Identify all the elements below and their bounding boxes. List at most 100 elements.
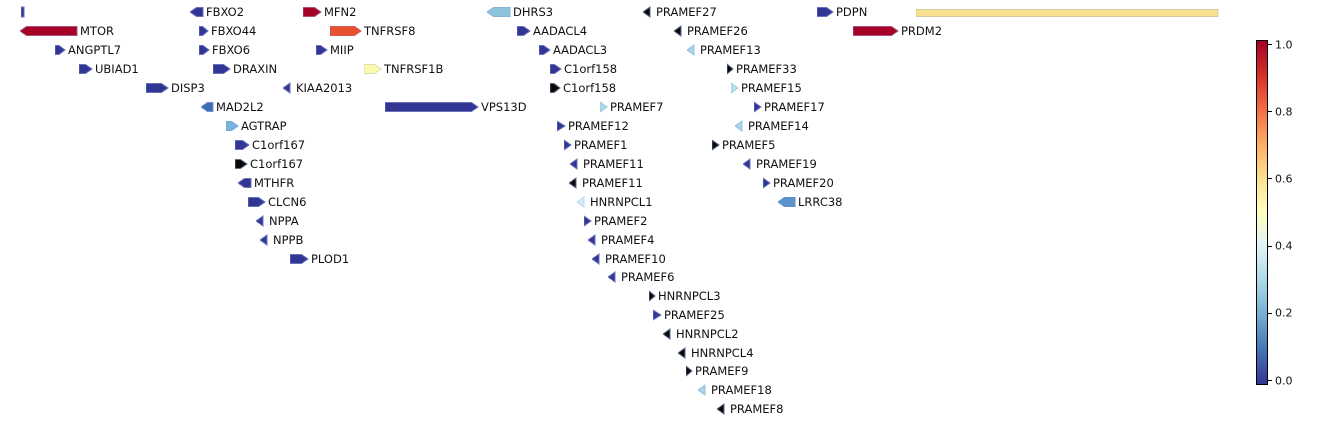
gene-arrow-right-icon [564,139,572,151]
colorbar-tick-label: 0.6 [1275,172,1293,186]
gene-arrow-right-icon [550,83,561,93]
gene-arrow-right-icon [330,26,362,36]
gene-label: PDPN [836,5,868,19]
gene-arrow-right-icon [653,309,662,321]
gene-label: PRAMEF27 [656,5,717,19]
gene-label: KIAA2013 [296,81,353,95]
gene-arrow-left-icon [570,158,578,170]
gene-UBIAD1: UBIAD1 [79,63,139,75]
gene-label: MAD2L2 [216,100,264,114]
gene-label: PRAMEF33 [736,62,797,76]
gene-arrow-left-icon [588,234,596,246]
gene-PRAMEF11: PRAMEF11 [569,177,643,189]
gene-PRAMEF5: PRAMEF5 [712,139,775,151]
gene-DRAXIN: DRAXIN [213,63,277,75]
gene-arrow-right-icon [916,9,1219,17]
gene-label: VPS13D [481,100,527,114]
gene-arrow-right-icon [235,140,250,150]
gene-label: PRAMEF25 [664,308,725,322]
gene-label: FBXO44 [211,24,257,38]
colorbar-tick [1268,245,1272,247]
gene-arrow-left-icon [201,102,214,112]
gene-LRRC38: LRRC38 [778,196,842,208]
gene-HNRNPCL4: HNRNPCL4 [678,347,754,359]
gene-unlabeled [916,7,1219,19]
gene-arrow-right-icon [21,6,25,18]
gene-arrow-right-icon [248,197,266,207]
gene-PLOD1: PLOD1 [290,253,349,265]
gene-label: PRAMEF6 [621,270,675,284]
gene-label: PRAMEF5 [722,138,776,152]
gene-label: NPPA [269,214,299,228]
gene-arrow-right-icon [303,7,322,17]
gene-arrow-right-icon [731,82,739,94]
gene-arrow-left-icon [743,158,751,170]
gene-arrow-left-icon [487,7,511,17]
gene-label: MTOR [80,24,114,38]
gene-C1orf158: C1orf158 [550,82,616,94]
gene-label: PRAMEF12 [568,119,629,133]
gene-label: AADACL3 [553,43,608,57]
gene-label: UBIAD1 [95,62,139,76]
gene-arrow-left-icon [190,7,204,17]
gene-PRAMEF4: PRAMEF4 [588,234,654,246]
gene-label: AADACL4 [533,24,588,38]
gene-label: HNRNPCL3 [658,289,721,303]
gene-arrow-right-icon [763,177,771,189]
gene-label: PLOD1 [311,252,350,266]
gene-PRAMEF25: PRAMEF25 [653,309,725,321]
gene-label: DRAXIN [233,62,278,76]
gene-label: FBXO6 [212,43,251,57]
gene-MAD2L2: MAD2L2 [201,101,264,113]
gene-arrow-left-icon [577,196,585,208]
gene-label: PRAMEF9 [695,364,749,378]
gene-PDPN: PDPN [817,6,867,18]
gene-arrow-right-icon [146,83,169,93]
gene-PRAMEF17: PRAMEF17 [754,101,825,113]
gene-PRAMEF19: PRAMEF19 [743,158,817,170]
gene-arrow-right-icon [199,26,209,36]
gene-PRAMEF7: PRAMEF7 [600,101,663,113]
gene-arrow-left-icon [735,120,743,132]
gene-label: HNRNPCL2 [676,327,739,341]
gene-arrow-right-icon [199,45,210,55]
gene-arrow-right-icon [55,45,66,55]
gene-C1orf158: C1orf158 [550,63,617,75]
gene-C1orf167: C1orf167 [235,158,303,170]
gene-label: C1orf158 [564,62,618,76]
gene-label: PRAMEF4 [601,233,655,247]
gene-label: C1orf158 [563,81,617,95]
colorbar [1256,40,1268,385]
gene-arrow-right-icon [364,64,382,74]
gene-arrow-left-icon [663,328,671,340]
gene-HNRNPCL1: HNRNPCL1 [577,196,653,208]
gene-ANGPTL7: ANGPTL7 [55,44,121,56]
gene-AADACL3: AADACL3 [539,44,607,56]
gene-PRAMEF10: PRAMEF10 [592,253,666,265]
colorbar-tick-label: 1.0 [1275,38,1293,51]
gene-label: PRAMEF10 [605,252,666,266]
colorbar-tick-label: 0.8 [1275,105,1293,119]
gene-label: PRAMEF15 [741,81,802,95]
gene-FBXO44: FBXO44 [199,25,256,37]
gene-label: C1orf167 [252,138,306,152]
gene-arrow-left-icon [674,25,682,37]
gene-label: DHRS3 [513,5,554,19]
gene-arrow-left-icon [608,271,616,283]
gene-arrow-right-icon [754,101,762,113]
gene-label: CLCN6 [268,195,307,209]
colorbar-tick [1268,44,1272,45]
gene-label: PRAMEF2 [594,214,648,228]
gene-PRAMEF20: PRAMEF20 [763,177,834,189]
gene-label: C1orf167 [250,157,304,171]
gene-PRAMEF26: PRAMEF26 [674,25,748,37]
gene-NPPA: NPPA [256,215,299,227]
gene-label: PRAMEF11 [582,176,643,190]
gene-MFN2: MFN2 [303,6,356,18]
gene-label: PRAMEF7 [610,100,664,114]
gene-label: PRAMEF11 [583,157,644,171]
gene-NPPB: NPPB [260,234,303,246]
gene-DISP3: DISP3 [146,82,205,94]
gene-arrow-right-icon [817,7,834,17]
